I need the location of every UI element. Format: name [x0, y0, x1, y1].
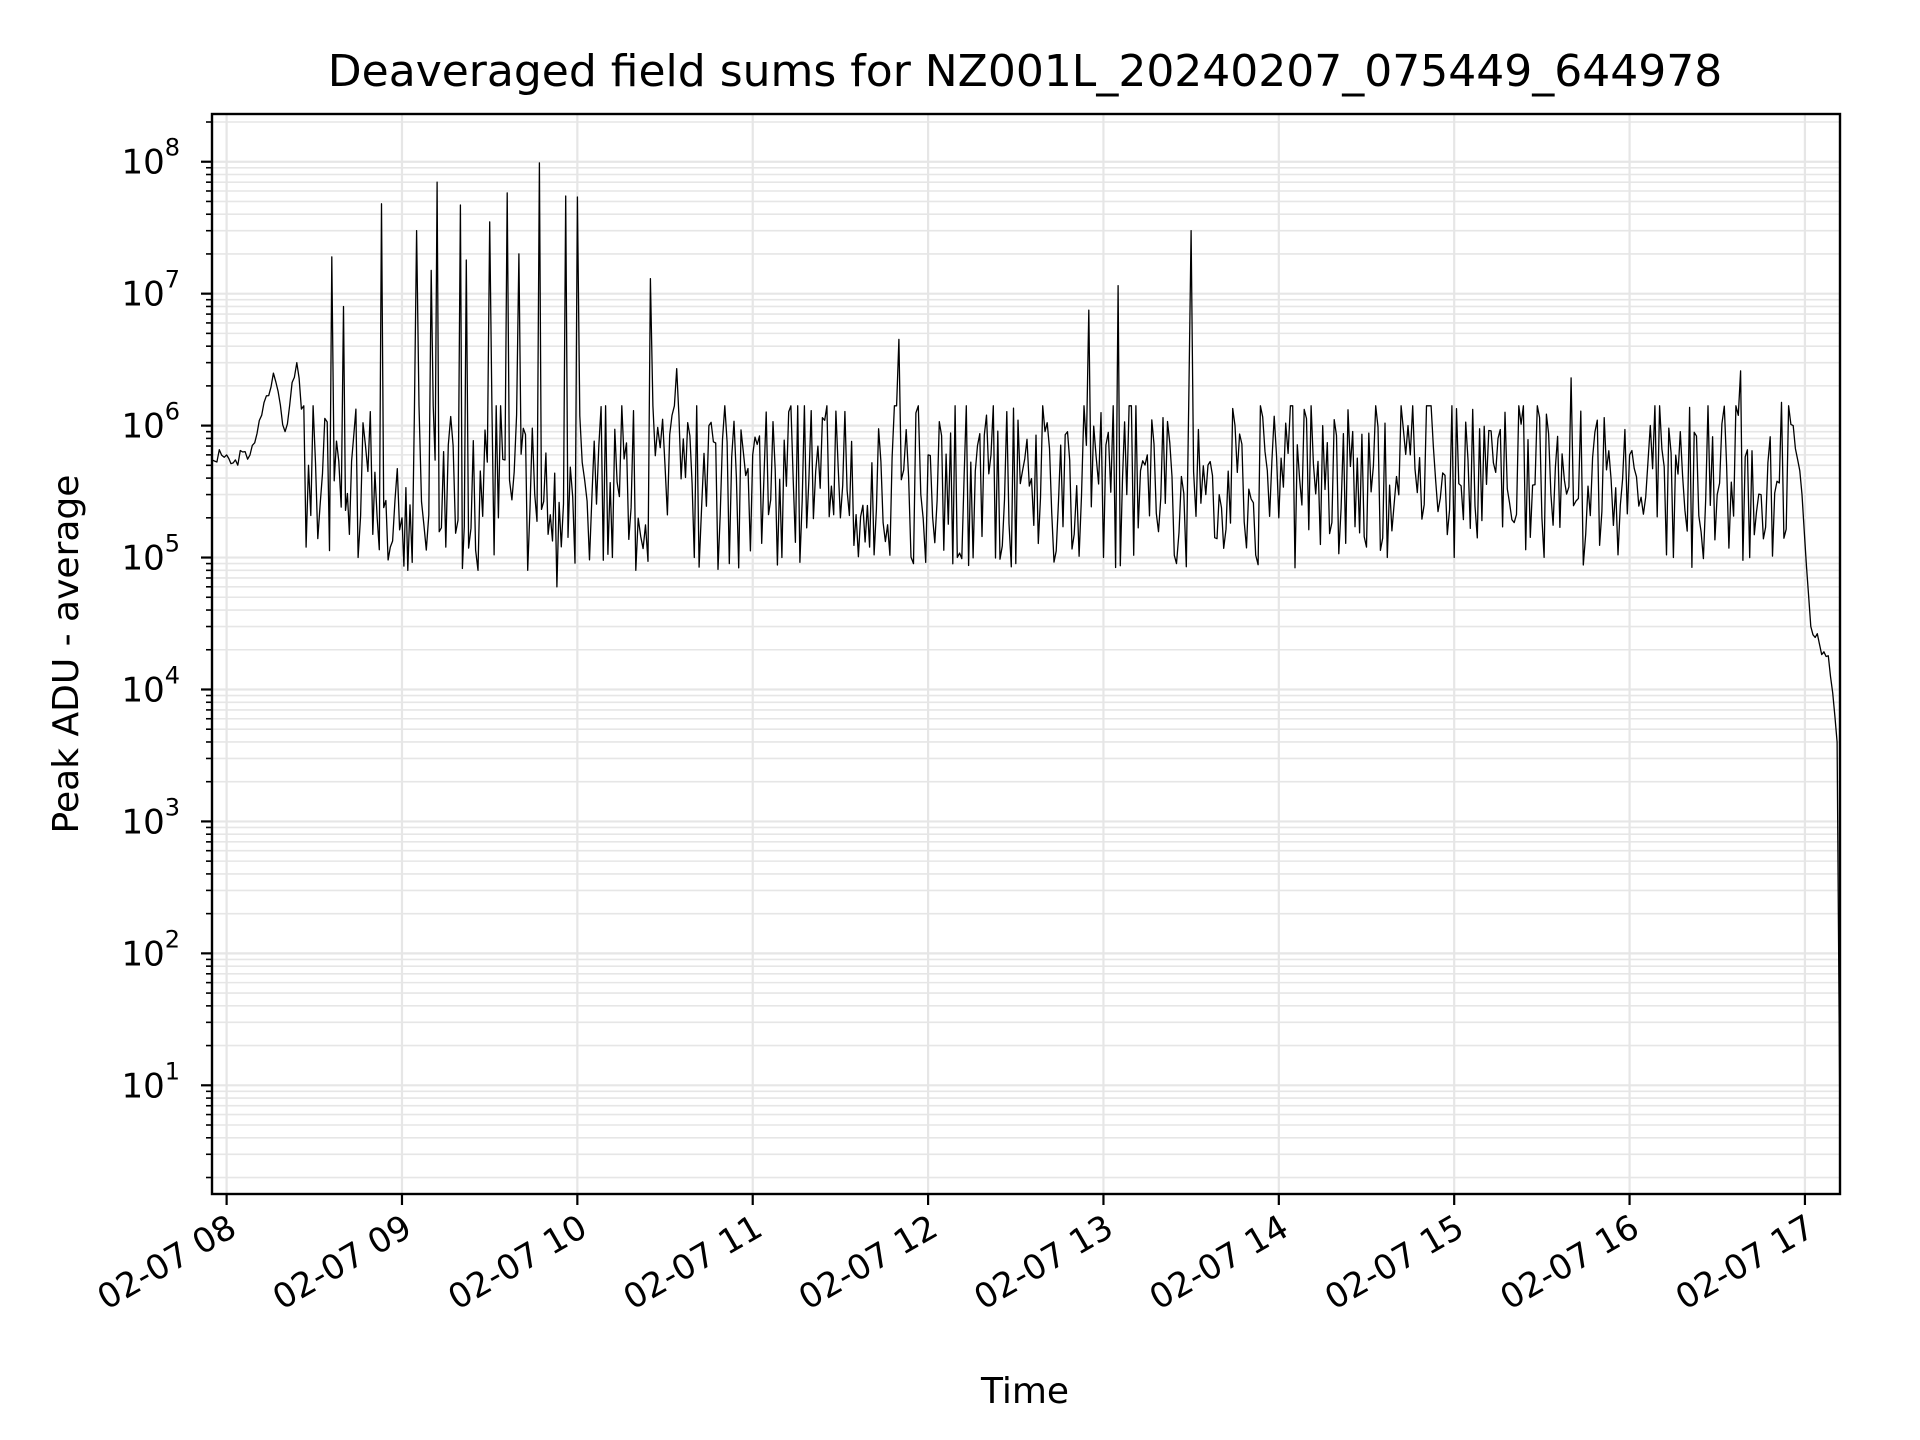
y-tick-label: 101	[121, 1057, 180, 1106]
y-tick-base: 10	[121, 275, 164, 315]
y-tick-label: 104	[121, 661, 180, 710]
y-tick-label: 108	[121, 134, 180, 183]
y-tick-exponent: 5	[165, 530, 180, 558]
grid	[212, 114, 1840, 1194]
series-layer	[211, 162, 1841, 1138]
y-tick-exponent: 4	[165, 661, 180, 689]
y-tick-exponent: 6	[165, 398, 180, 426]
chart-title: Deaveraged field sums for NZ001L_2024020…	[328, 46, 1722, 97]
y-tick-base: 10	[121, 407, 164, 447]
plot-frame	[210, 112, 1842, 1196]
y-tick-label: 102	[121, 925, 180, 974]
y-tick-base: 10	[121, 670, 164, 710]
y-tick-label: 103	[121, 793, 180, 842]
y-tick-exponent: 1	[165, 1057, 180, 1085]
y-tick-exponent: 2	[165, 925, 180, 953]
y-tick-exponent: 7	[165, 266, 180, 294]
y-tick-base: 10	[121, 1066, 164, 1106]
y-tick-exponent: 8	[165, 134, 180, 162]
y-tick-label: 107	[121, 266, 180, 315]
y-tick-base: 10	[121, 143, 164, 183]
x-axis-label: Time	[980, 1371, 1069, 1412]
series-line-0	[211, 162, 1841, 1138]
y-tick-base: 10	[121, 934, 164, 974]
y-axis-label: Peak ADU - average	[46, 475, 87, 834]
y-tick-exponent: 3	[165, 793, 180, 821]
y-tick-label: 106	[121, 398, 180, 447]
y-tick-base: 10	[121, 802, 164, 842]
y-tick-label: 105	[121, 530, 180, 579]
y-tick-base: 10	[121, 539, 164, 579]
